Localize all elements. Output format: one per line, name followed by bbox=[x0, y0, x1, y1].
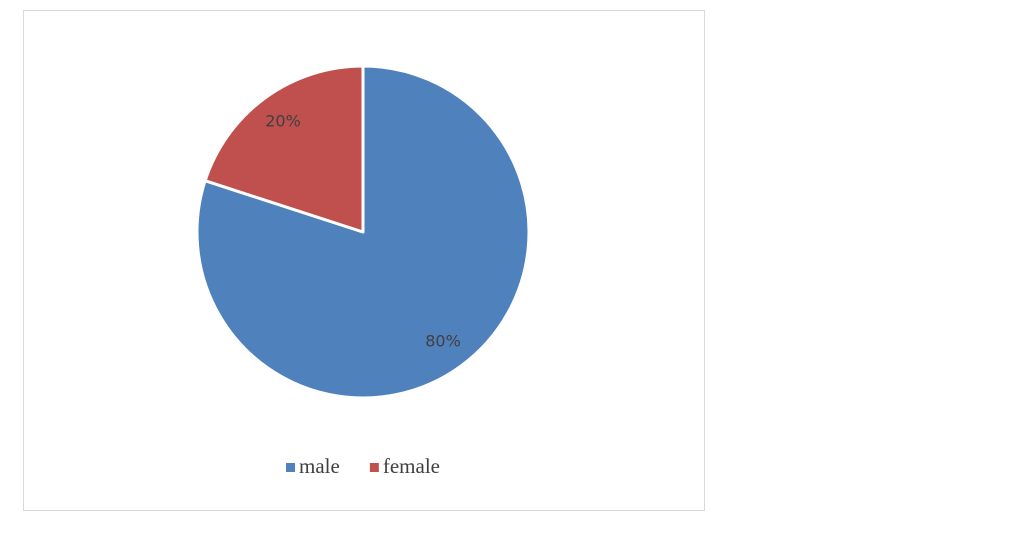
data-label: 20% bbox=[265, 111, 301, 130]
pie-slice bbox=[195, 64, 531, 400]
legend-marker bbox=[369, 463, 379, 472]
legend-label: male bbox=[299, 454, 340, 478]
pie-slice bbox=[203, 64, 365, 234]
legend-marker bbox=[286, 463, 296, 472]
legend-label: female bbox=[383, 454, 440, 478]
data-label: 80% bbox=[425, 332, 461, 351]
